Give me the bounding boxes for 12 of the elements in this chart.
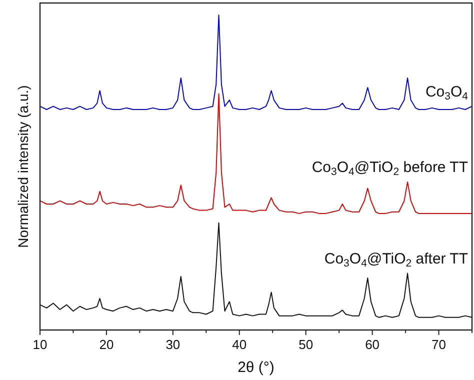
x-tick-label: 10	[32, 337, 48, 352]
series-label: Co$_{3}$O$_{4}$@TiO$_{2}$ after TT	[324, 250, 468, 270]
x-tick-label: 70	[432, 337, 446, 352]
x-axis-title: 2θ (°)	[238, 359, 274, 376]
series-label: Co$_{3}$O$_{4}$@TiO$_{2}$ before TT	[312, 158, 468, 178]
x-tick-label: 40	[232, 337, 247, 352]
x-tick-label: 20	[99, 337, 114, 352]
x-tick-label: 30	[166, 337, 180, 352]
y-axis-title: Normalized intensity (a.u.)	[15, 85, 31, 248]
x-tick-label: 50	[298, 337, 314, 352]
series-label: Co$_{3}$O$_{4}$	[425, 83, 468, 103]
x-tick-label: 60	[365, 337, 380, 352]
